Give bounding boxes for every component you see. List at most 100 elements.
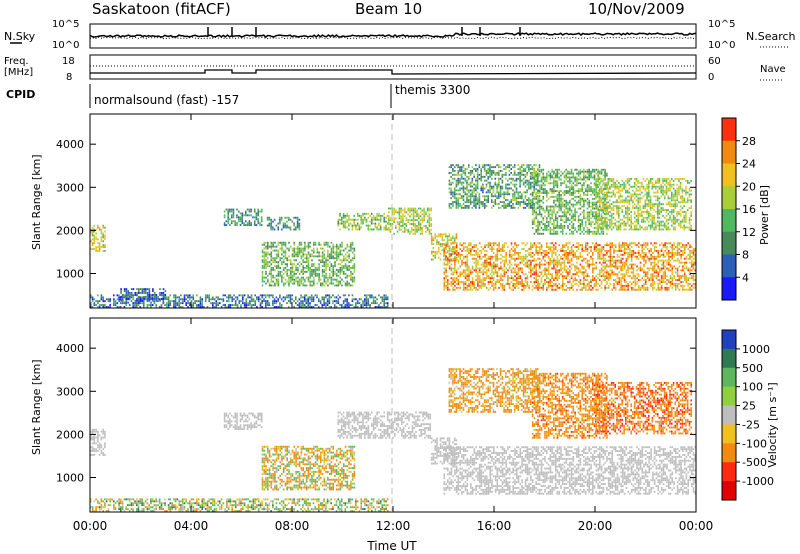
heatmap-cell	[307, 269, 310, 271]
heatmap-cell	[414, 215, 417, 218]
heatmap-cell	[405, 219, 408, 222]
heatmap-cell	[531, 246, 534, 248]
heatmap-cell	[261, 261, 264, 264]
heatmap-cell	[132, 294, 134, 297]
heatmap-cell	[540, 180, 543, 183]
heatmap-cell	[536, 177, 539, 180]
heatmap-cell	[546, 288, 548, 291]
heatmap-cell	[335, 278, 338, 281]
heatmap-cell	[685, 288, 688, 291]
heatmap-cell	[535, 192, 537, 194]
heatmap-cell	[529, 168, 532, 170]
heatmap-cell	[630, 265, 633, 268]
heatmap-cell	[477, 271, 479, 274]
heatmap-cell	[443, 239, 445, 242]
heatmap-cell	[508, 286, 511, 289]
heatmap-cell	[428, 213, 431, 216]
heatmap-cell	[510, 205, 512, 207]
heatmap-cell	[91, 248, 94, 250]
heatmap-cell	[353, 255, 356, 258]
heatmap-cell	[325, 265, 327, 267]
heatmap-cell	[457, 281, 460, 283]
heatmap-cell	[526, 166, 528, 169]
heatmap-cell	[588, 252, 590, 254]
heatmap-cell	[657, 288, 659, 291]
heatmap-cell	[538, 248, 541, 250]
heatmap-cell	[321, 269, 324, 271]
heatmap-cell	[272, 261, 274, 264]
heatmap-cell	[630, 271, 633, 274]
heatmap-cell	[281, 276, 283, 279]
heatmap-cell	[517, 275, 520, 278]
heatmap-cell	[223, 214, 226, 217]
heatmap-cell	[600, 257, 603, 260]
heatmap-cell	[538, 201, 541, 203]
heatmap-cell	[418, 225, 420, 227]
heatmap-cell	[597, 252, 599, 254]
heatmap-cell	[398, 227, 401, 229]
heatmap-cell	[489, 173, 491, 176]
heatmap-cell	[513, 185, 516, 188]
heatmap-cell	[437, 247, 440, 249]
heatmap-cell	[323, 274, 326, 277]
heatmap-cell	[234, 302, 237, 305]
heatmap-cell	[327, 259, 329, 262]
heatmap-cell	[515, 187, 518, 190]
heatmap-cell	[551, 250, 553, 252]
heatmap-cell	[316, 251, 319, 254]
heatmap-cell	[533, 281, 536, 283]
heatmap-cell	[249, 296, 251, 299]
heatmap-cell	[265, 245, 267, 248]
heatmap-cell	[400, 225, 402, 227]
heatmap-cell	[102, 224, 104, 227]
heatmap-cell	[542, 192, 545, 194]
heatmap-cell	[542, 228, 545, 231]
heatmap-cell	[599, 261, 601, 264]
heatmap-cell	[512, 253, 514, 256]
heatmap-cell	[330, 251, 333, 254]
heatmap-cell	[313, 270, 315, 273]
heatmap-cell	[341, 222, 343, 225]
heatmap-cell	[471, 271, 474, 274]
heatmap-cell	[478, 173, 481, 176]
heatmap-cell	[620, 281, 622, 283]
heatmap-cell	[469, 193, 472, 196]
heatmap-cell	[430, 250, 433, 253]
heatmap-cell	[611, 271, 613, 274]
heatmap-cell	[489, 181, 491, 184]
heatmap-cell	[535, 267, 537, 270]
heatmap-cell	[132, 302, 134, 305]
heatmap-cell	[664, 244, 666, 247]
heatmap-cell	[549, 242, 552, 245]
heatmap-cell	[356, 224, 359, 227]
heatmap-cell	[669, 259, 672, 262]
heatmap-cell	[199, 306, 202, 308]
heatmap-cell	[650, 277, 652, 280]
heatmap-cell	[91, 238, 94, 241]
heatmap-cell	[158, 306, 161, 308]
heatmap-cell	[307, 263, 310, 266]
heatmap-cell	[683, 248, 686, 250]
heatmap-cell	[460, 183, 463, 186]
heatmap-cell	[473, 269, 476, 272]
heatmap-cell	[288, 226, 290, 229]
heatmap-cell	[337, 222, 340, 225]
heatmap-cell	[462, 170, 465, 172]
heatmap-cell	[464, 273, 467, 276]
heatmap-cell	[466, 168, 468, 170]
heatmap-cell	[351, 267, 354, 269]
heatmap-cell	[452, 259, 454, 262]
heatmap-cell	[519, 252, 522, 254]
heatmap-cell	[93, 224, 96, 227]
heatmap-cell	[181, 300, 184, 303]
heatmap-cell	[323, 284, 326, 287]
heatmap-cell	[473, 205, 475, 207]
heatmap-cell	[272, 274, 274, 277]
heatmap-cell	[514, 248, 516, 250]
heatmap-cell	[215, 302, 218, 305]
heatmap-cell	[602, 257, 605, 260]
heatmap-cell	[259, 304, 262, 306]
heatmap-cell	[627, 252, 629, 254]
heatmap-cell	[535, 194, 537, 196]
heatmap-cell	[241, 218, 244, 221]
